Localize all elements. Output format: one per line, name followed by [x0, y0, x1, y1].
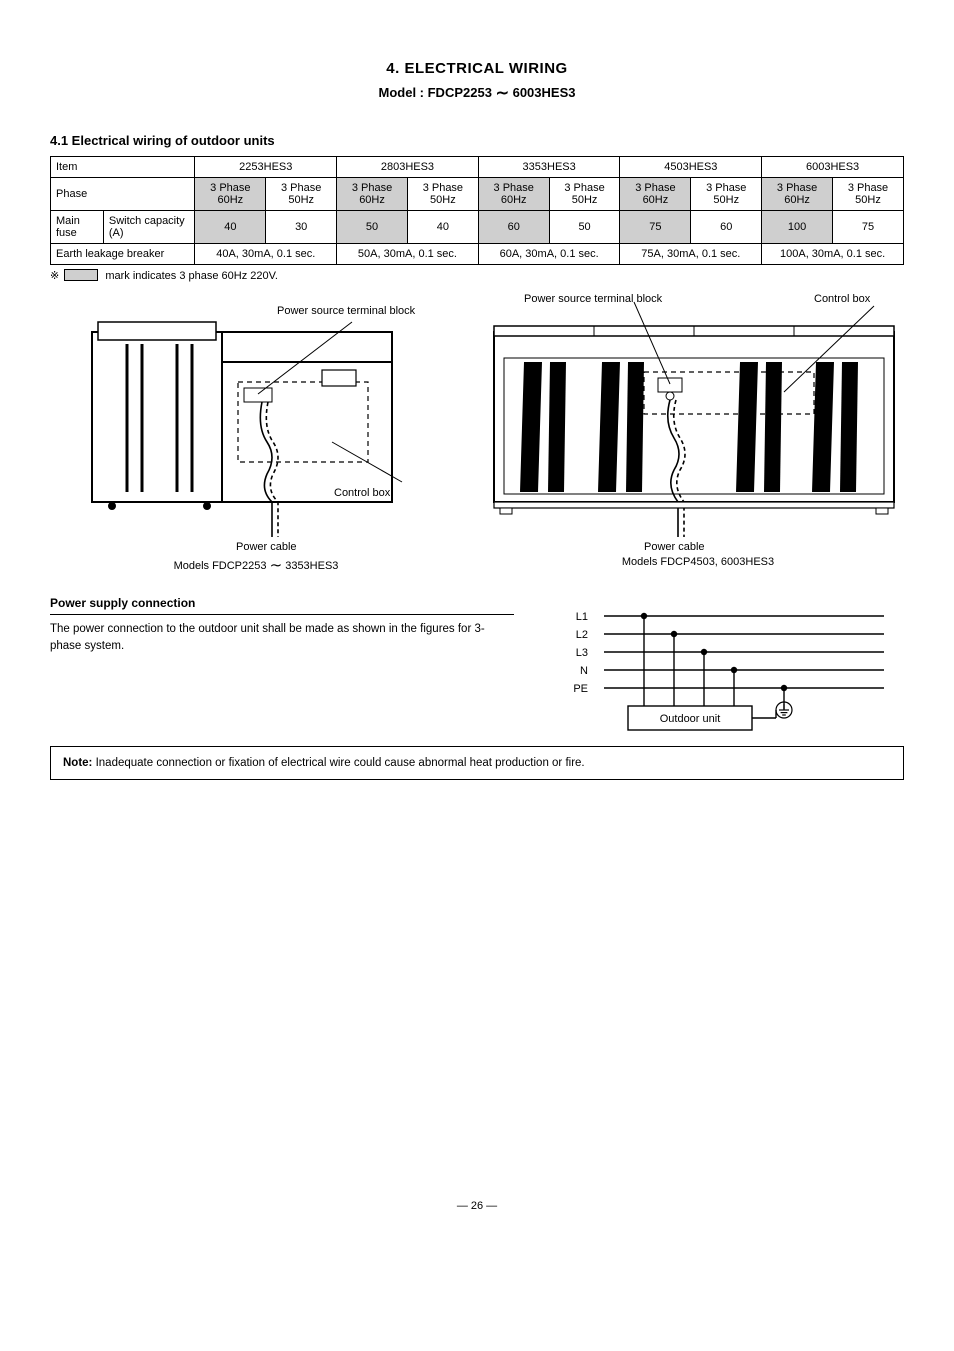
cell-mf-6003-a: 100: [762, 211, 833, 244]
cell-mf-2253-b: 30: [266, 211, 337, 244]
subtitle-prefix: Model : FDCP2253: [379, 85, 492, 100]
table-footnote: ※ mark indicates 3 phase 60Hz 220V.: [50, 269, 904, 282]
callout-control-box-r: Control box: [814, 293, 871, 305]
figure-right-caption: Models FDCP4503, 6003HES3: [492, 556, 904, 574]
fig-left-caption-prefix: Models FDCP2253: [174, 560, 267, 572]
th-3353: 3353HES3: [478, 157, 620, 178]
cell-mf-6003-b: 75: [833, 211, 904, 244]
cell-phase-3353-60: 3 Phase 60Hz: [478, 178, 549, 211]
section-heading: 4.1 Electrical wiring of outdoor units: [50, 133, 904, 148]
power-supply-heading: Power supply connection: [50, 596, 514, 615]
th-4503: 4503HES3: [620, 157, 762, 178]
subtitle-suffix: 6003HES3: [513, 85, 576, 100]
th-item: Item: [51, 157, 195, 178]
cell-elb-2803: 50A, 30mA, 0.1 sec.: [337, 244, 479, 265]
th-6003: 6003HES3: [762, 157, 904, 178]
page-subtitle: Model : FDCP2253 ∼ 6003HES3: [50, 83, 904, 103]
cell-mf-3353-b: 50: [549, 211, 620, 244]
cell-elb-4503: 75A, 30mA, 0.1 sec.: [620, 244, 762, 265]
cell-mf-4503-b: 60: [691, 211, 762, 244]
note-prefix: ※: [50, 270, 59, 282]
page-number: ― 26 ―: [50, 1200, 904, 1212]
power-supply-text: Power supply connection The power connec…: [50, 596, 514, 654]
cell-elb-2253: 40A, 30mA, 0.1 sec.: [195, 244, 337, 265]
th-2803: 2803HES3: [337, 157, 479, 178]
warning-note-box: Note: Inadequate connection or fixation …: [50, 746, 904, 780]
label-l2: L2: [576, 629, 588, 641]
cell-phase-3353-50: 3 Phase 50Hz: [549, 178, 620, 211]
cell-phase-2253-50: 3 Phase 50Hz: [266, 178, 337, 211]
note-text: mark indicates 3 phase 60Hz 220V.: [105, 270, 278, 282]
cell-elb-6003: 100A, 30mA, 0.1 sec.: [762, 244, 904, 265]
outdoor-unit-small-diagram: Power source terminal block Control box …: [72, 292, 432, 552]
outdoor-unit-large-diagram: Power source terminal block Control box …: [484, 292, 904, 552]
cell-phase-6003-50: 3 Phase 50Hz: [833, 178, 904, 211]
callout-terminal-block: Power source terminal block: [277, 305, 416, 317]
cell-mf-2253-a: 40: [195, 211, 266, 244]
cell-mf-3353-a: 60: [478, 211, 549, 244]
label-power-cable-left: Power cable: [236, 541, 297, 552]
row-phase-label: Phase: [51, 178, 195, 211]
shaded-swatch-icon: [64, 269, 98, 281]
fig-left-caption-suffix: 3353HES3: [285, 560, 338, 572]
cell-mf-4503-a: 75: [620, 211, 691, 244]
electrical-spec-table: Item 2253HES3 2803HES3 3353HES3 4503HES3…: [50, 156, 904, 265]
figure-right: Power source terminal block Control box …: [484, 292, 904, 552]
row-mainfuse-label: Main fuse: [51, 211, 104, 244]
cell-phase-2803-60: 3 Phase 60Hz: [337, 178, 408, 211]
label-power-cable-right: Power cable: [644, 541, 705, 552]
cell-mf-2803-a: 50: [337, 211, 408, 244]
power-supply-body: The power connection to the outdoor unit…: [50, 621, 514, 654]
tilde-separator-fig: ∼: [270, 557, 283, 574]
cell-elb-3353: 60A, 30mA, 0.1 sec.: [478, 244, 620, 265]
row-elb-label: Earth leakage breaker: [51, 244, 195, 265]
ground-icon: [776, 702, 792, 718]
label-l3: L3: [576, 647, 588, 659]
cell-phase-4503-60: 3 Phase 60Hz: [620, 178, 691, 211]
label-n: N: [580, 665, 588, 677]
tilde-separator: ∼: [496, 85, 509, 102]
cell-phase-2253-60: 3 Phase 60Hz: [195, 178, 266, 211]
cell-mf-2803-b: 40: [407, 211, 478, 244]
power-supply-diagram: L1 L2 L3 N PE: [544, 596, 904, 736]
label-l1: L1: [576, 611, 588, 623]
label-outdoor-unit: Outdoor unit: [660, 713, 721, 725]
label-pe: PE: [573, 683, 588, 695]
figure-left: Power source terminal block Control box …: [50, 292, 454, 552]
page-title: 4. ELECTRICAL WIRING: [50, 60, 904, 77]
callout-control-box: Control box: [334, 487, 391, 499]
cell-phase-6003-60: 3 Phase 60Hz: [762, 178, 833, 211]
row-mainfuse-sublabel: Switch capacity (A): [103, 211, 195, 244]
th-2253: 2253HES3: [195, 157, 337, 178]
warning-prefix: Note:: [63, 757, 96, 769]
cell-phase-2803-50: 3 Phase 50Hz: [407, 178, 478, 211]
warning-text: Inadequate connection or fixation of ele…: [96, 757, 585, 769]
callout-terminal-block-r: Power source terminal block: [524, 293, 663, 305]
figure-left-caption: Models FDCP2253 ∼ 3353HES3: [50, 556, 462, 574]
cell-phase-4503-50: 3 Phase 50Hz: [691, 178, 762, 211]
